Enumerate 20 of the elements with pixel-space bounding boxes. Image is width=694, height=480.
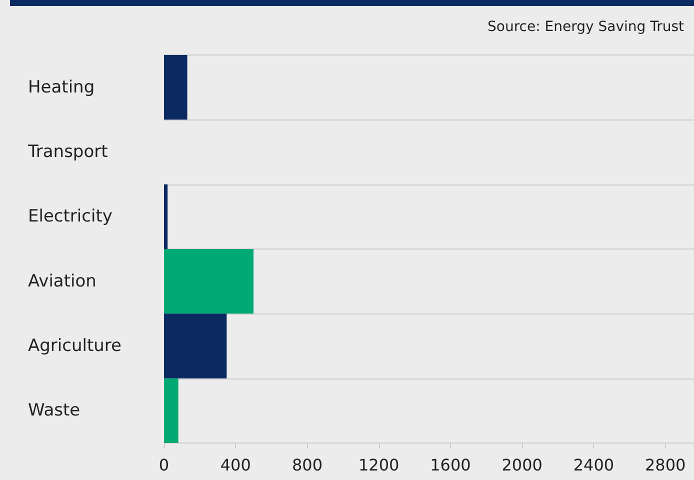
y-tick-label: Heating (28, 77, 95, 98)
bar (164, 249, 254, 314)
y-tick-label: Agriculture (28, 336, 122, 356)
y-tick-label: Electricity (28, 206, 112, 227)
x-tick-label: 1200 (358, 456, 400, 474)
bar (164, 378, 178, 443)
bar (164, 55, 188, 120)
x-tick-label: 2800 (644, 456, 686, 474)
y-tick-label: Waste (28, 400, 80, 421)
x-tick-label: 800 (292, 456, 323, 474)
x-tick-label: 0 (158, 456, 170, 474)
x-tick-label: 1600 (430, 456, 471, 474)
x-tick-label: 400 (220, 456, 251, 474)
source-note: Source: Energy Saving Trust (488, 19, 685, 35)
x-tick-label: 2400 (573, 456, 614, 474)
x-tick-label: 2000 (502, 456, 542, 474)
bar (164, 184, 168, 249)
bar (164, 314, 227, 378)
y-tick-label: Transport (27, 142, 108, 162)
y-tick-label: Aviation (28, 271, 96, 292)
